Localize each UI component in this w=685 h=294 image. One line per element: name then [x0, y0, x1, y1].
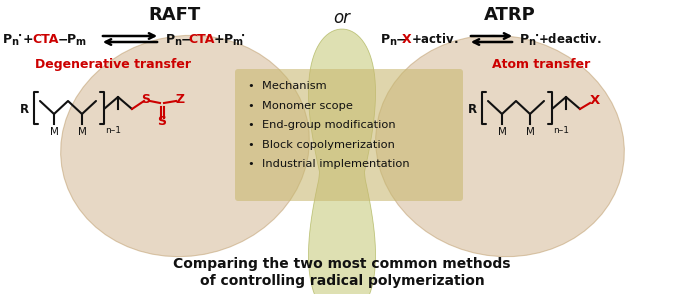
- Text: •  Industrial implementation: • Industrial implementation: [248, 159, 410, 169]
- Text: $\mathbf{m}$: $\mathbf{m}$: [232, 37, 243, 47]
- Text: Degenerative transfer: Degenerative transfer: [35, 58, 191, 71]
- Text: CTA: CTA: [188, 33, 214, 46]
- Text: $\mathbf{\bullet}$: $\mathbf{\bullet}$: [17, 30, 22, 40]
- Text: $\mathbf{+}$: $\mathbf{+}$: [213, 33, 224, 46]
- Text: or: or: [334, 9, 351, 27]
- Text: $\mathbf{\bullet}$: $\mathbf{\bullet}$: [534, 30, 539, 40]
- Text: n–1: n–1: [105, 126, 121, 135]
- Text: •  End-group modification: • End-group modification: [248, 120, 396, 130]
- Text: CTA: CTA: [32, 33, 58, 46]
- Text: $\mathbf{P}$: $\mathbf{P}$: [66, 33, 77, 46]
- Text: X: X: [590, 93, 600, 106]
- Text: $\mathbf{n}$: $\mathbf{n}$: [528, 37, 536, 47]
- Text: $\mathbf{-}$: $\mathbf{-}$: [57, 33, 68, 46]
- Text: •  Mechanism: • Mechanism: [248, 81, 327, 91]
- Text: $\mathbf{+ deactiv.}$: $\mathbf{+ deactiv.}$: [538, 32, 602, 46]
- Text: $\mathbf{-}$: $\mathbf{-}$: [395, 33, 406, 46]
- Text: S: S: [142, 93, 151, 106]
- Text: M: M: [497, 127, 506, 137]
- Text: $\mathbf{P}$: $\mathbf{P}$: [223, 33, 234, 46]
- FancyBboxPatch shape: [235, 69, 463, 201]
- Text: $\mathbf{n}$: $\mathbf{n}$: [174, 37, 182, 47]
- Text: •  Block copolymerization: • Block copolymerization: [248, 139, 395, 150]
- Text: S: S: [158, 114, 166, 128]
- Polygon shape: [375, 35, 624, 257]
- Text: Z: Z: [175, 93, 184, 106]
- Text: R: R: [20, 103, 29, 116]
- Text: ATRP: ATRP: [484, 6, 536, 24]
- Polygon shape: [61, 36, 310, 257]
- Text: $\mathbf{n}$: $\mathbf{n}$: [389, 37, 397, 47]
- Text: RAFT: RAFT: [149, 6, 201, 24]
- Text: Atom transfer: Atom transfer: [492, 58, 590, 71]
- Text: M: M: [525, 127, 534, 137]
- Text: $\mathbf{+}$: $\mathbf{+}$: [22, 33, 34, 46]
- Text: $\mathbf{P}$: $\mathbf{P}$: [519, 33, 530, 46]
- Text: $\mathbf{P}$: $\mathbf{P}$: [165, 33, 175, 46]
- Text: $\mathbf{P}$: $\mathbf{P}$: [2, 33, 12, 46]
- Text: Comparing the two most common methods: Comparing the two most common methods: [173, 257, 511, 271]
- Text: X: X: [402, 33, 412, 46]
- Text: of controlling radical polymerization: of controlling radical polymerization: [199, 274, 484, 288]
- Text: $\mathbf{+ activ.}$: $\mathbf{+ activ.}$: [411, 32, 458, 46]
- Text: n–1: n–1: [553, 126, 569, 135]
- Text: $\mathbf{n}$: $\mathbf{n}$: [11, 37, 19, 47]
- Text: •  Monomer scope: • Monomer scope: [248, 101, 353, 111]
- Text: M: M: [49, 127, 58, 137]
- Text: $\mathbf{P}$: $\mathbf{P}$: [380, 33, 390, 46]
- Text: $\mathbf{\bullet}$: $\mathbf{\bullet}$: [240, 30, 245, 40]
- Text: $\mathbf{m}$: $\mathbf{m}$: [75, 37, 86, 47]
- Text: $\mathbf{-}$: $\mathbf{-}$: [180, 33, 191, 46]
- Polygon shape: [308, 29, 375, 294]
- Text: R: R: [468, 103, 477, 116]
- Text: M: M: [77, 127, 86, 137]
